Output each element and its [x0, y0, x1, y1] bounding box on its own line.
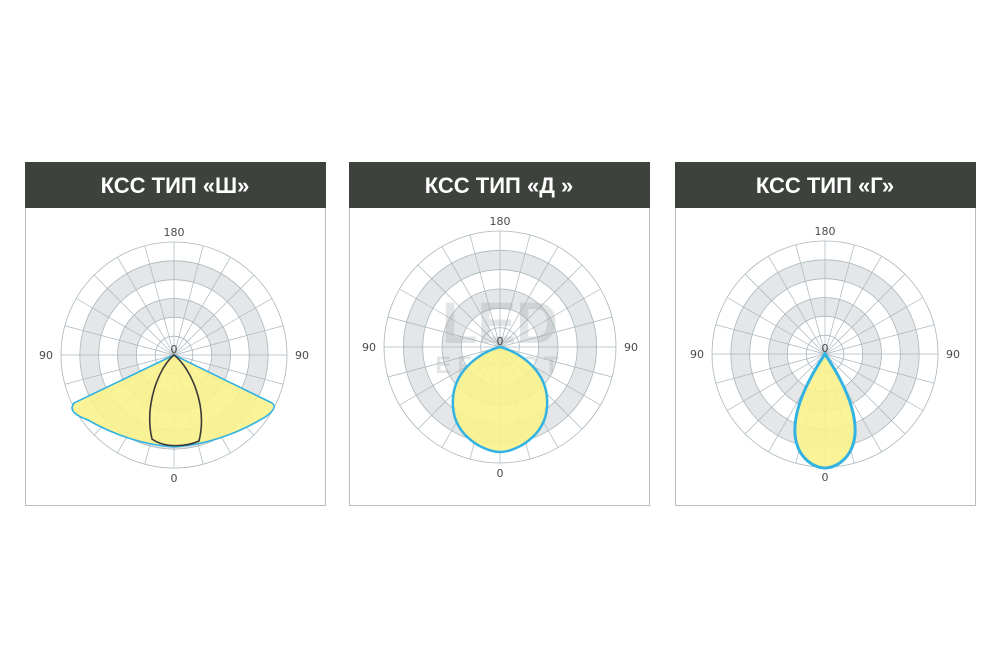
angle-label: 0 — [171, 472, 178, 485]
radial-line — [173, 298, 273, 356]
radial-line — [824, 353, 906, 435]
light-curve — [71, 354, 275, 448]
angle-label: 180 — [815, 225, 836, 238]
radial-line — [173, 354, 284, 385]
light-curve — [451, 345, 549, 454]
angle-label: 90 — [39, 349, 53, 362]
radial-line — [744, 353, 826, 435]
radial-line — [173, 245, 204, 356]
angle-label: 90 — [295, 349, 309, 362]
panel-header — [675, 162, 976, 208]
angle-label: 180 — [164, 226, 185, 239]
radial-line — [75, 298, 175, 356]
panel: КСС ТИП «Ш» 180 90 90 0 0 — [25, 162, 326, 506]
radial-line — [173, 325, 284, 356]
radial-line — [387, 316, 501, 348]
radial-line — [117, 256, 175, 356]
angle-label: 0 — [822, 471, 829, 484]
radial-line — [144, 245, 175, 356]
radial-line — [499, 346, 613, 378]
angle-label: 90 — [946, 348, 960, 361]
angle-label: 0 — [822, 342, 829, 355]
angle-label: 0 — [497, 467, 504, 480]
angle-label: 90 — [362, 341, 376, 354]
panel: КСС ТИП «Г» 180 90 90 0 0 — [675, 162, 976, 506]
light-curve — [793, 351, 857, 470]
radial-line — [499, 234, 531, 348]
radial-line — [399, 288, 501, 348]
radial-line — [824, 297, 924, 355]
angle-label: 90 — [690, 348, 704, 361]
panel-header — [349, 162, 650, 208]
radial-line — [387, 346, 501, 378]
radial-line — [824, 324, 935, 355]
radial-line — [824, 244, 855, 355]
radial-line — [499, 316, 613, 348]
angle-label: 0 — [497, 335, 504, 348]
radial-line — [824, 255, 882, 355]
radial-line — [93, 274, 175, 356]
panel-title: КСС ТИП «Д » — [425, 173, 573, 198]
radial-line — [726, 353, 826, 411]
light-curve — [148, 353, 203, 447]
radial-line — [824, 353, 924, 411]
radial-line — [64, 325, 175, 356]
radial-line — [726, 297, 826, 355]
radial-line — [441, 246, 501, 348]
radial-line — [768, 255, 826, 355]
radial-line — [824, 273, 906, 355]
radial-line — [824, 353, 935, 384]
radial-line — [173, 256, 231, 356]
panel: КСС ТИП «Д »LEDEFFECT180909000 — [349, 162, 650, 506]
radial-line — [499, 264, 583, 348]
radial-line — [715, 353, 826, 384]
panel-title: КСС ТИП «Г» — [756, 173, 894, 198]
angle-label: 0 — [171, 343, 178, 356]
watermark: LED — [442, 291, 558, 356]
radial-line — [795, 244, 826, 355]
angle-label: 180 — [490, 215, 511, 228]
radial-line — [173, 274, 255, 356]
panel-header — [25, 162, 326, 208]
radial-line — [64, 354, 175, 385]
radial-line — [715, 324, 826, 355]
panel-title: КСС ТИП «Ш» — [101, 173, 250, 198]
radial-line — [417, 264, 501, 348]
radial-line — [499, 246, 559, 348]
radial-line — [744, 273, 826, 355]
angle-label: 90 — [624, 341, 638, 354]
radial-line — [499, 288, 601, 348]
radial-line — [469, 234, 501, 348]
